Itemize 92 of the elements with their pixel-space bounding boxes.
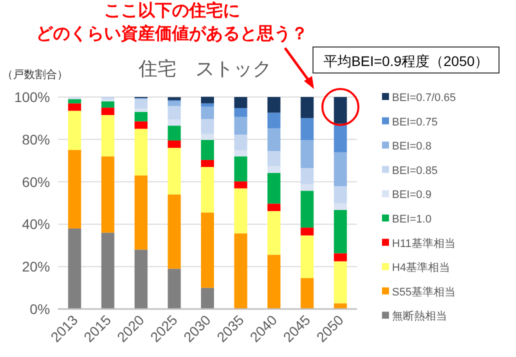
bar (300, 168, 314, 184)
bar (267, 128, 280, 152)
bar (134, 250, 148, 309)
bar (267, 97, 280, 113)
bar (168, 268, 181, 309)
bar (201, 96, 214, 104)
bar (168, 148, 181, 195)
text: 平均BEI=0.9程度（2050） (323, 53, 489, 69)
bar (234, 134, 248, 150)
y-tick-label: 20% (22, 258, 50, 275)
bar (334, 210, 347, 254)
bar (234, 150, 248, 156)
bar (68, 228, 82, 309)
bar (267, 151, 280, 166)
bar (334, 97, 347, 124)
bar (334, 253, 347, 262)
legend-label: S55基準相当 (392, 285, 456, 298)
text: ここ以下の住宅に (104, 1, 240, 20)
bar (300, 278, 314, 309)
bar (300, 97, 314, 118)
y-tick-label: 0% (30, 301, 50, 317)
bar (201, 140, 214, 160)
bar (234, 181, 248, 188)
bar (101, 101, 114, 108)
bar (300, 140, 314, 168)
bar (101, 108, 114, 116)
y-tick-label: 80% (22, 131, 50, 148)
bar (234, 156, 248, 182)
bar (168, 140, 181, 148)
bar (168, 101, 181, 106)
bar (201, 103, 214, 107)
bar (334, 124, 347, 152)
legend-label: 無断熱相当 (392, 310, 447, 323)
bar (134, 175, 148, 250)
legend-label: BEI=1.0 (392, 214, 432, 226)
bar (168, 119, 181, 126)
bar (334, 261, 347, 304)
bar (201, 212, 214, 288)
text: どのくらい資産価値があると思う？ (36, 24, 308, 43)
bar (201, 160, 214, 167)
y-axis-title: （戸数割合） (2, 68, 68, 81)
bar (234, 233, 248, 309)
bar (201, 288, 214, 309)
bar (334, 152, 347, 186)
bar (101, 115, 114, 156)
bar (101, 232, 114, 309)
bar (234, 108, 248, 117)
y-tick-label: 60% (22, 174, 50, 190)
bar (267, 172, 280, 204)
bar (168, 97, 181, 100)
bar (201, 134, 214, 140)
bar (68, 110, 82, 150)
y-tick-label: 40% (22, 216, 50, 232)
legend-label: H11基準相当 (392, 236, 456, 250)
bar (168, 106, 181, 120)
bar (234, 97, 248, 108)
bar (300, 190, 314, 228)
bar (168, 194, 181, 269)
bar (300, 235, 314, 278)
bar (201, 106, 214, 120)
bar (267, 204, 280, 212)
bar (234, 116, 248, 135)
bar (168, 126, 181, 140)
bar (134, 128, 148, 176)
bar (68, 103, 82, 111)
bar (267, 166, 280, 173)
bar (300, 184, 314, 191)
bar (101, 156, 114, 233)
bar (300, 118, 314, 140)
legend-label: BEI=0.85 (392, 164, 438, 177)
bar (267, 211, 280, 255)
bar (68, 99, 82, 104)
bar (68, 150, 82, 228)
bar (201, 119, 214, 134)
bar (267, 112, 280, 128)
y-tick-label: 100% (14, 89, 50, 105)
bar (201, 166, 214, 213)
legend-label: BEI=0.7/0.65 (392, 92, 456, 104)
bar (134, 108, 148, 112)
bar (134, 112, 148, 122)
legend-label: BEI=0.9 (392, 189, 432, 202)
bar (134, 121, 148, 129)
legend-label: BEI=0.75 (392, 116, 438, 128)
bar (267, 254, 280, 309)
legend-label: BEI=0.8 (392, 140, 432, 153)
legend-label: H4基準相当 (392, 261, 450, 274)
bar (300, 228, 314, 236)
bar (334, 186, 347, 204)
chart-title: 住宅 ストック (138, 58, 272, 80)
bar (134, 99, 148, 109)
bar (334, 203, 347, 210)
bar (234, 188, 248, 234)
